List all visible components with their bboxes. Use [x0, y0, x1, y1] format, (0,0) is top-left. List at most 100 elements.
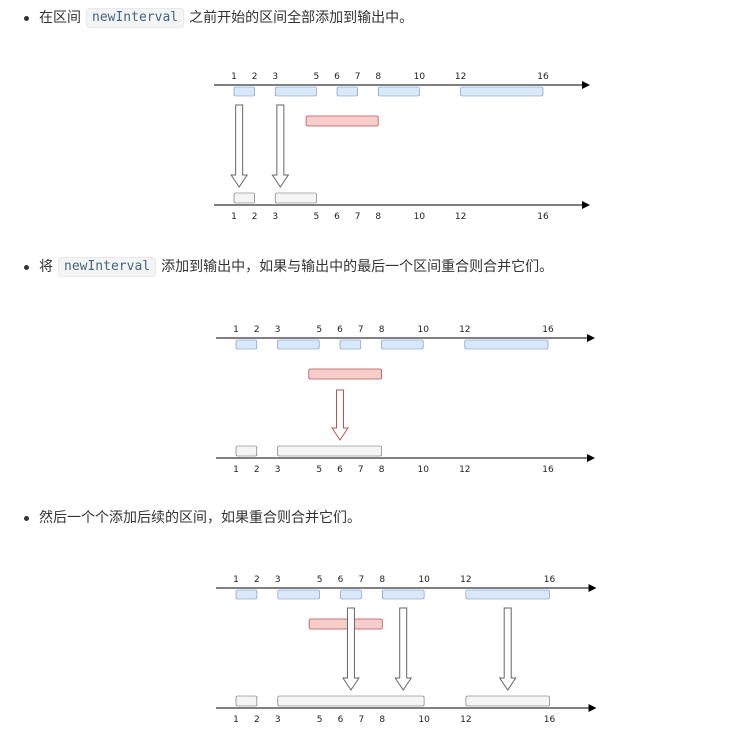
tick-label-top: 16 — [537, 72, 549, 82]
bullet-dot — [24, 15, 29, 21]
output-bar — [465, 695, 550, 707]
interval-bar — [465, 589, 550, 600]
tick-label-top: 6 — [337, 325, 343, 335]
step-1-diagram: 1 2 3 5 6 7 8 10 12 161 2 3 5 6 7 8 10 12 16 — [214, 72, 590, 222]
tick-label-bottom: 16 — [542, 465, 554, 475]
interval-bar — [460, 86, 544, 97]
tick-label-bottom: 8 — [379, 465, 385, 475]
bullet-dot — [24, 515, 29, 521]
tick-label-bottom: 6 — [338, 715, 344, 725]
interval-bar — [235, 589, 258, 600]
down-arrow — [394, 607, 413, 691]
tick-label-top: 8 — [379, 325, 385, 335]
tick-label-bottom: 3 — [275, 465, 281, 475]
tick-label-top: 10 — [418, 575, 430, 585]
step-2-diagram: 1 2 3 5 6 7 8 10 12 161 2 3 5 6 7 8 10 12 16 — [216, 325, 595, 475]
tick-label-top: 2 — [254, 575, 260, 585]
code-new-interval: newInterval — [58, 257, 157, 277]
down-arrow — [230, 104, 249, 188]
tick-label-bottom: 16 — [544, 715, 556, 725]
tick-label-top: 1 — [231, 72, 237, 82]
step-3-text-before: 然后一个个添加后续的区间，如果重合则合并它们。 — [39, 510, 361, 526]
interval-bar — [274, 86, 317, 97]
step-3-text: 然后一个个添加后续的区间，如果重合则合并它们。 — [24, 508, 361, 528]
output-bar — [277, 695, 425, 707]
tick-label-bottom: 1 — [231, 212, 237, 222]
tick-label-bottom: 10 — [417, 465, 429, 475]
down-arrow — [498, 607, 517, 691]
output-bar — [274, 192, 317, 204]
output-bar — [235, 445, 258, 457]
tick-label-top: 12 — [455, 72, 466, 82]
step-1-text-after: 之前开始的区间全部添加到输出中。 — [189, 10, 414, 26]
interval-bar — [277, 339, 320, 350]
tick-label-bottom: 2 — [254, 715, 260, 725]
tick-label-bottom: 8 — [375, 212, 381, 222]
interval-bar — [464, 339, 549, 350]
tick-label-bottom: 2 — [252, 212, 258, 222]
tick-label-top: 1 — [233, 575, 239, 585]
tick-label-bottom: 5 — [316, 465, 322, 475]
tick-label-top: 3 — [272, 72, 278, 82]
new-interval-bar — [308, 618, 383, 630]
output-bar — [277, 445, 382, 457]
tick-label-top: 7 — [355, 72, 361, 82]
tick-label-bottom: 8 — [379, 715, 385, 725]
tick-label-bottom: 7 — [355, 212, 361, 222]
down-arrow — [271, 104, 290, 188]
tick-label-top: 12 — [459, 325, 470, 335]
tick-label-bottom: 12 — [455, 212, 466, 222]
tick-label-top: 8 — [375, 72, 381, 82]
interval-bar — [381, 589, 425, 600]
interval-bar — [235, 339, 258, 350]
tick-label-top: 2 — [254, 325, 260, 335]
tick-label-top: 5 — [317, 575, 323, 585]
step-2-text-before: 将 — [39, 259, 53, 275]
interval-bar — [233, 86, 255, 97]
tick-label-bottom: 7 — [358, 465, 364, 475]
tick-label-top: 3 — [275, 325, 281, 335]
tick-label-top: 16 — [544, 575, 556, 585]
tick-label-top: 10 — [417, 325, 429, 335]
tick-label-bottom: 2 — [254, 465, 260, 475]
tick-label-top: 2 — [252, 72, 258, 82]
tick-label-bottom: 10 — [418, 715, 430, 725]
step-2-text-after: 添加到输出中，如果与输出中的最后一个区间重合则合并它们。 — [161, 259, 554, 275]
tick-label-top: 5 — [316, 325, 322, 335]
tick-label-bottom: 5 — [314, 212, 320, 222]
tick-label-bottom: 7 — [359, 715, 365, 725]
tick-label-top: 7 — [358, 325, 364, 335]
tick-label-top: 1 — [233, 325, 239, 335]
interval-bar — [277, 589, 320, 600]
tick-label-top: 7 — [359, 575, 365, 585]
interval-bar — [339, 339, 362, 350]
interval-bar — [381, 339, 424, 350]
tick-label-bottom: 1 — [233, 715, 239, 725]
step-1-text: 在区间 newInterval 之前开始的区间全部添加到输出中。 — [24, 8, 413, 28]
tick-label-top: 12 — [460, 575, 471, 585]
tick-label-bottom: 6 — [334, 212, 340, 222]
step-2-text: 将 newInterval 添加到输出中，如果与输出中的最后一个区间重合则合并它… — [24, 257, 553, 277]
tick-label-bottom: 1 — [233, 465, 239, 475]
tick-label-top: 8 — [379, 575, 385, 585]
tick-label-bottom: 10 — [414, 212, 426, 222]
interval-bar — [377, 86, 420, 97]
tick-label-bottom: 16 — [537, 212, 549, 222]
tick-label-top: 3 — [275, 575, 281, 585]
interval-bar — [340, 589, 362, 600]
output-bar — [235, 695, 258, 707]
tick-label-bottom: 12 — [459, 465, 470, 475]
new-interval-bar — [305, 115, 379, 127]
tick-label-bottom: 6 — [337, 465, 343, 475]
output-bar — [233, 192, 255, 204]
tick-label-top: 16 — [542, 325, 554, 335]
interval-bar — [336, 86, 358, 97]
tick-label-bottom: 12 — [460, 715, 471, 725]
tick-label-top: 10 — [414, 72, 426, 82]
down-arrow — [331, 389, 349, 441]
tick-label-bottom: 3 — [272, 212, 278, 222]
new-interval-bar — [308, 368, 382, 380]
code-new-interval: newInterval — [86, 8, 185, 28]
tick-label-top: 6 — [338, 575, 344, 585]
